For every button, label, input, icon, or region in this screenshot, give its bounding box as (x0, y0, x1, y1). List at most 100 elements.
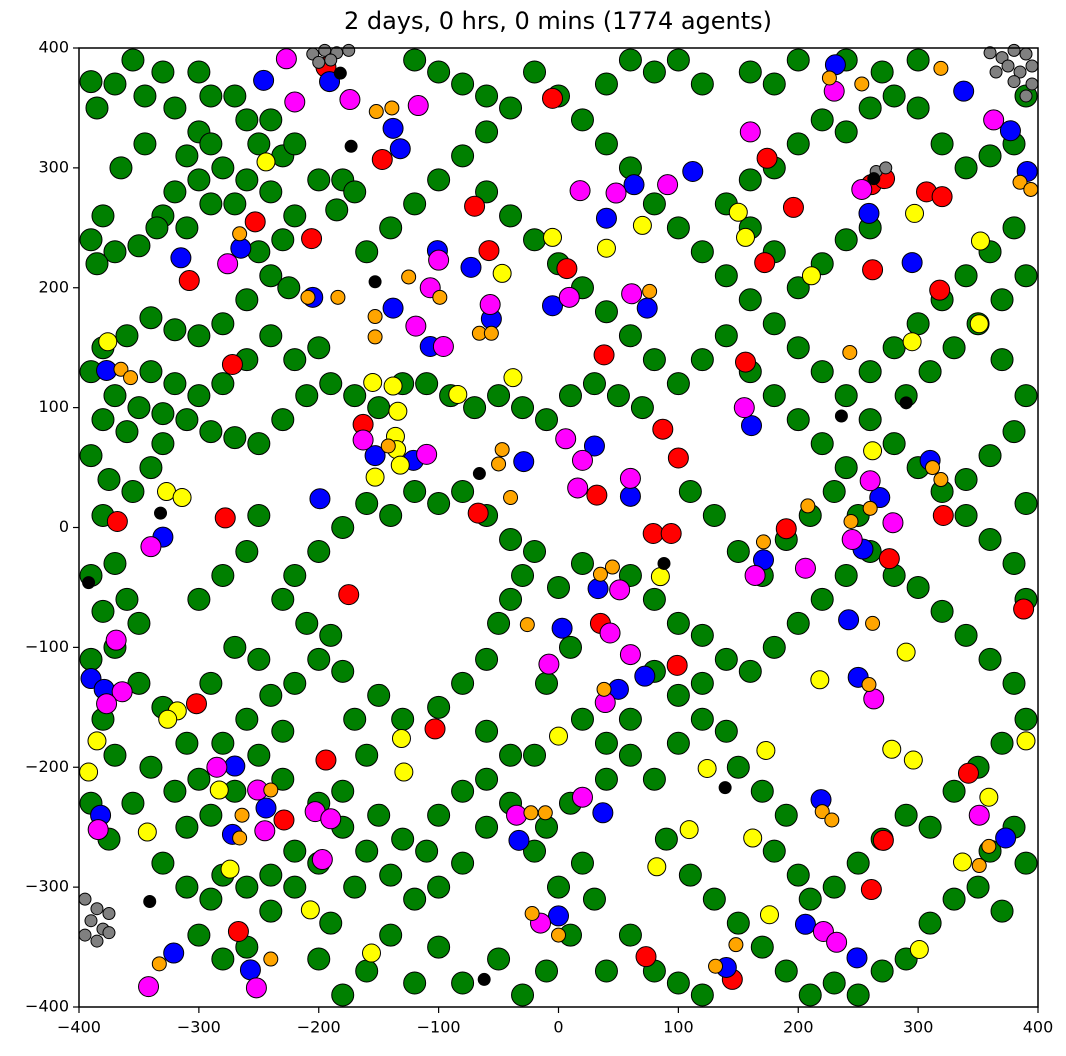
agent-point (123, 370, 139, 386)
agent-point (642, 587, 666, 611)
agent-point (284, 91, 306, 113)
agent-point (403, 480, 427, 504)
agent-point (263, 782, 279, 798)
agent-point (1002, 420, 1026, 444)
agent-point (383, 376, 403, 396)
agent-point (394, 762, 414, 782)
agent-point (343, 875, 367, 899)
agent-point (762, 384, 786, 408)
agent-point (511, 983, 535, 1007)
agent-point (863, 688, 885, 710)
agent-point (642, 522, 664, 544)
agent-point (667, 447, 689, 469)
agent-point (234, 807, 250, 823)
agent-point (102, 926, 116, 940)
agent-point (666, 731, 690, 755)
agent-point (187, 324, 211, 348)
agent-point (524, 905, 540, 921)
agent-point (187, 587, 211, 611)
agent-point (738, 168, 762, 192)
agent-point (235, 108, 259, 132)
agent-point (800, 498, 816, 514)
agent-point (338, 584, 360, 606)
agent-point (283, 875, 307, 899)
agent-point (718, 781, 732, 795)
agent-point (822, 971, 846, 995)
agent-point (786, 276, 810, 300)
agent-point (925, 460, 941, 476)
agent-point (690, 983, 714, 1007)
agent-point (363, 372, 383, 392)
agent-point (834, 409, 848, 423)
agent-point (91, 408, 115, 432)
agent-point (300, 289, 316, 305)
agent-point (762, 312, 786, 336)
agent-point (635, 946, 657, 968)
agent-point (211, 312, 235, 336)
agent-point (475, 84, 499, 108)
agent-point (794, 557, 816, 579)
agent-point (380, 438, 396, 454)
agent-point (494, 442, 510, 458)
agent-point (247, 743, 271, 767)
agent-point (834, 456, 858, 480)
agent-point (103, 551, 127, 575)
agent-point (822, 480, 846, 504)
agent-point (217, 253, 239, 275)
agent-point (277, 276, 301, 300)
agent-point (743, 828, 763, 848)
agent-point (728, 937, 744, 953)
x-tick-label: 100 (663, 1018, 694, 1037)
agent-point (990, 348, 1014, 372)
agent-point (331, 516, 355, 539)
agent-point (909, 939, 929, 959)
agent-point (735, 351, 757, 373)
agent-point (593, 344, 615, 366)
agent-point (499, 743, 523, 767)
agent-point (867, 172, 881, 186)
agent-point (172, 488, 192, 508)
agent-point (235, 539, 259, 563)
agent-point (211, 731, 235, 755)
agent-point (247, 240, 271, 264)
agent-point (978, 527, 1002, 551)
agent-point (379, 923, 403, 947)
agent-point (388, 401, 408, 421)
agent-point (599, 622, 621, 644)
agent-point (115, 420, 139, 444)
agent-point (990, 731, 1014, 755)
agent-point (170, 247, 192, 269)
agent-point (424, 718, 446, 740)
agent-point (407, 95, 429, 117)
agent-point (275, 48, 297, 70)
agent-point (547, 875, 570, 899)
agent-point (714, 719, 738, 743)
agent-point (491, 456, 507, 472)
agent-point (642, 192, 666, 216)
agent-point (738, 288, 762, 312)
agent-point (714, 647, 738, 671)
agent-point (862, 500, 878, 516)
agent-point (537, 805, 553, 821)
agent-point (954, 156, 978, 180)
y-tick-label: −400 (25, 997, 69, 1016)
agent-point (451, 851, 475, 875)
agent-point (1016, 731, 1036, 751)
agent-point (542, 87, 564, 109)
agent-point (570, 851, 594, 875)
agent-point (865, 615, 881, 631)
agent-point (255, 797, 277, 819)
agent-point (570, 707, 594, 731)
agent-point (523, 743, 547, 767)
agent-point (307, 947, 331, 971)
agent-point (619, 467, 641, 489)
agent-point (930, 132, 954, 156)
agent-point (571, 449, 593, 471)
agent-point (403, 887, 427, 911)
agent-point (127, 234, 151, 258)
agent-point (315, 749, 337, 771)
x-tick-label: 300 (903, 1018, 934, 1037)
agent-point (714, 324, 738, 348)
agent-point (483, 325, 499, 341)
